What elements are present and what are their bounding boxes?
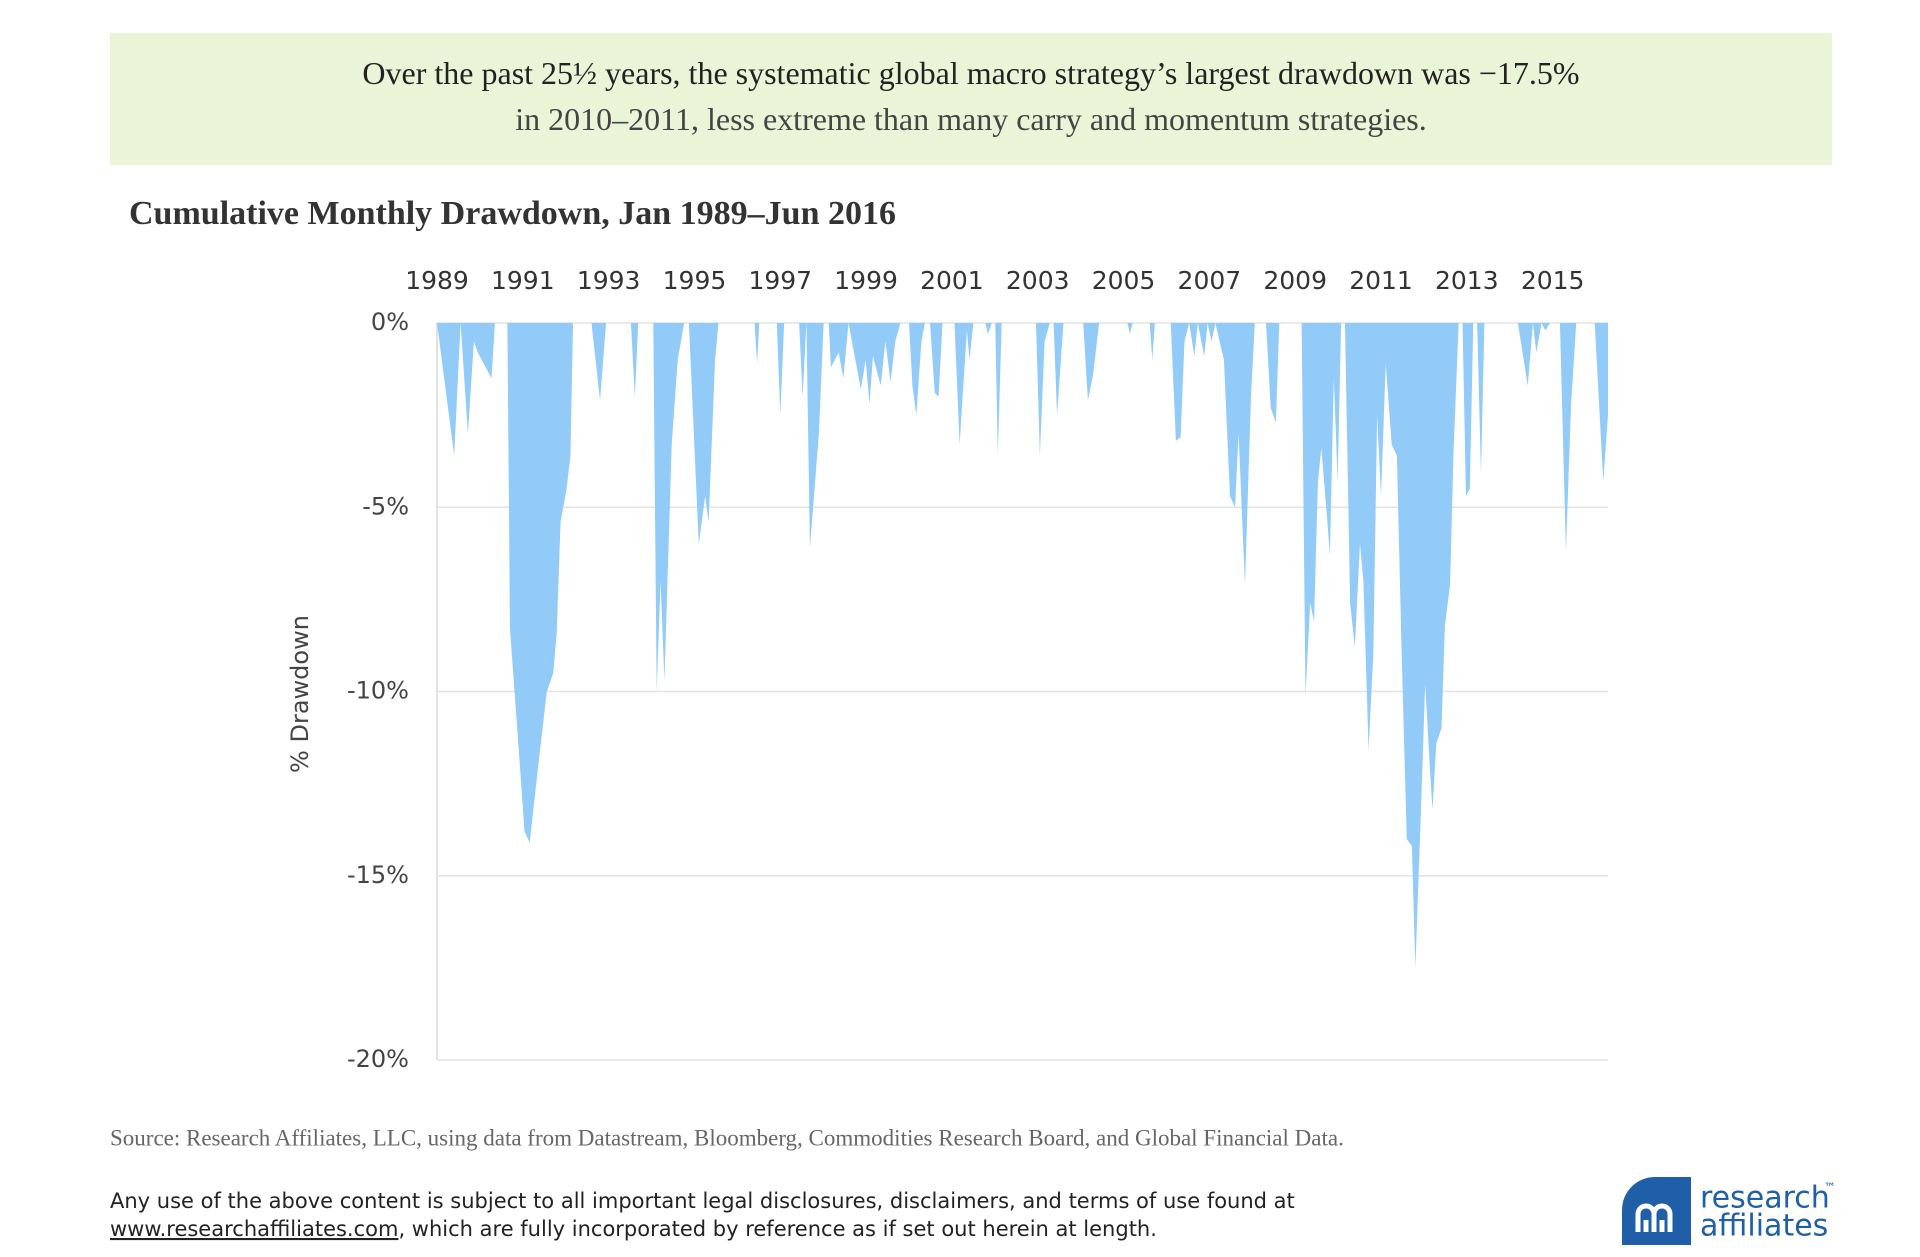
x-tick-label: 2003	[1006, 266, 1070, 295]
x-tick-label: 1995	[663, 266, 727, 295]
x-tick-label: 2013	[1435, 266, 1499, 295]
logo-text: affiliates	[1700, 1209, 1828, 1244]
y-tick-label: 0%	[371, 308, 409, 336]
headline-box: Over the past 25½ years, the systematic …	[110, 33, 1832, 165]
website-link[interactable]: www.researchaffiliates.com	[110, 1217, 398, 1241]
x-tick-label: 2005	[1092, 266, 1156, 295]
logo-text: research	[1700, 1181, 1830, 1216]
chart-title: Cumulative Monthly Drawdown, Jan 1989–Ju…	[129, 195, 896, 232]
x-tick-label: 2015	[1521, 266, 1585, 295]
x-tick-label: 1999	[834, 266, 898, 295]
x-tick-label: 1991	[491, 266, 555, 295]
disclaimer-rest: , which are fully incorporated by refere…	[398, 1217, 1156, 1241]
x-tick-label: 2009	[1263, 266, 1327, 295]
headline-line: Over the past 25½ years, the systematic …	[362, 55, 1580, 91]
y-tick-label: -15%	[347, 861, 409, 889]
x-tick-label: 2007	[1178, 266, 1242, 295]
y-tick-label: -5%	[362, 492, 409, 520]
x-tick-label: 1993	[577, 266, 641, 295]
x-tick-label: 2001	[920, 266, 984, 295]
logo-trademark: ™	[1824, 1181, 1836, 1195]
y-axis-title: % Drawdown	[286, 615, 314, 773]
y-tick-label: -20%	[347, 1045, 409, 1073]
source-note: Source: Research Affiliates, LLC, using …	[110, 1125, 1344, 1150]
x-tick-label: 2011	[1349, 266, 1413, 295]
logo: research ™ affiliates	[1622, 1177, 1836, 1245]
disclaimer: Any use of the above content is subject …	[110, 1189, 1295, 1213]
y-tick-label: -10%	[347, 677, 409, 705]
drawdown-area	[437, 323, 1608, 968]
logo-glyph	[1635, 1203, 1673, 1232]
x-tick-label: 1997	[748, 266, 812, 295]
x-tick-label: 1989	[405, 266, 469, 295]
headline-line: in 2010–2011, less extreme than many car…	[515, 101, 1427, 137]
disclaimer: www.researchaffiliates.com, which are fu…	[110, 1217, 1157, 1241]
